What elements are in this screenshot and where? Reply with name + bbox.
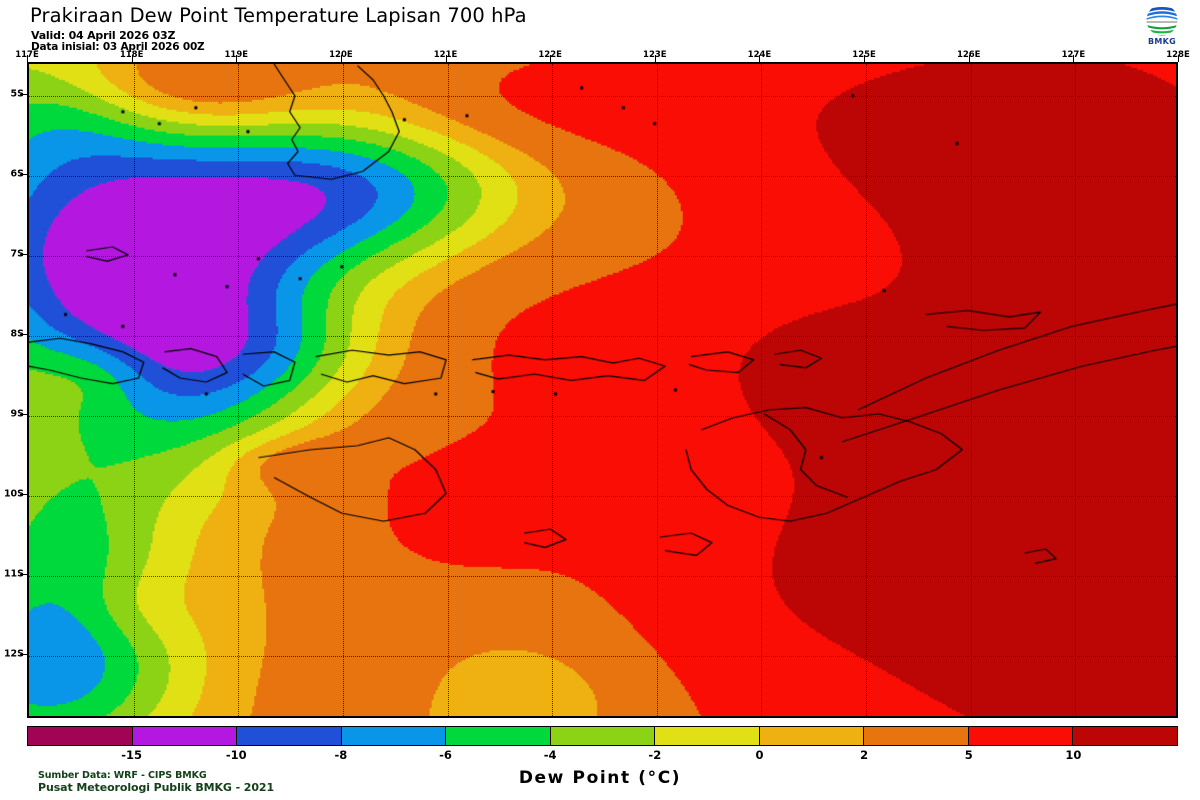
- colorbar-swatch[interactable]: [28, 727, 133, 745]
- colorbar[interactable]: [27, 726, 1178, 746]
- colorbar-swatch[interactable]: [237, 727, 342, 745]
- lon-tick-label: 123E: [643, 50, 667, 60]
- colorbar-ticks: -15 -10 -8 -6 -4 -2 0 2 5 10: [27, 748, 1178, 764]
- lon-tick-label: 126E: [956, 50, 981, 60]
- colorbar-swatch[interactable]: [1073, 727, 1178, 745]
- colorbar-swatch[interactable]: [446, 727, 551, 745]
- colorbar-swatch[interactable]: [759, 727, 865, 745]
- lat-tick-label: 10S: [3, 488, 24, 500]
- credit-source: Sumber Data: WRF - CIPS BMKG: [38, 770, 207, 781]
- colorbar-swatch[interactable]: [655, 727, 760, 745]
- bmkg-logo-mark: [1142, 3, 1182, 39]
- lat-tick-label: 6S: [10, 168, 24, 180]
- colorbar-tick-label: -10: [225, 748, 247, 762]
- map-plot-area[interactable]: [27, 62, 1178, 718]
- lon-tick: [1073, 55, 1075, 62]
- lon-tick: [131, 55, 133, 62]
- colorbar-tick-label: -8: [334, 748, 348, 762]
- lon-tick: [27, 55, 28, 62]
- lon-tick: [340, 55, 342, 62]
- lon-tick-label: 120E: [329, 50, 353, 60]
- lon-tick: [864, 55, 866, 62]
- lon-tick-label: 121E: [433, 50, 458, 60]
- colorbar-swatch[interactable]: [864, 727, 969, 745]
- bmkg-logo: BMKG: [1139, 3, 1185, 53]
- colorbar-title: Dew Point (°C): [518, 768, 682, 788]
- colorbar-tick-label: 5: [964, 748, 973, 762]
- lon-tick-label: 119E: [224, 50, 249, 60]
- valid-time-label: Valid: 04 April 2026 03Z: [31, 29, 176, 42]
- lat-tick: [20, 334, 27, 335]
- colorbar-tick-label: -4: [543, 748, 557, 762]
- lon-tick: [1178, 55, 1179, 62]
- lon-tick: [654, 55, 656, 62]
- colorbar-tick-label: -6: [439, 748, 452, 762]
- colorbar-swatch[interactable]: [968, 727, 1074, 745]
- lon-tick: [759, 55, 761, 62]
- colorbar-swatch[interactable]: [550, 727, 656, 745]
- colorbar-swatch[interactable]: [341, 727, 447, 745]
- colorbar-swatch[interactable]: [132, 727, 238, 745]
- lat-tick: [20, 254, 27, 255]
- bmkg-logo-text: BMKG: [1147, 37, 1177, 46]
- credits-block: Sumber Data: WRF - CIPS BMKG Pusat Meteo…: [38, 770, 274, 794]
- lon-tick-label: 117E: [15, 50, 39, 60]
- lon-tick: [968, 55, 970, 62]
- colorbar-tick-label: -15: [121, 748, 143, 762]
- lat-tick: [20, 174, 27, 175]
- colorbar-tick-label: -2: [648, 748, 662, 762]
- lon-tick: [550, 55, 552, 62]
- lat-tick: [20, 654, 27, 655]
- lat-tick: [20, 574, 27, 575]
- lon-tick: [445, 55, 447, 62]
- lon-tick: [236, 55, 238, 62]
- lat-tick-label: 11S: [3, 568, 24, 580]
- lat-tick-label: 5S: [10, 88, 24, 100]
- lat-tick-label: 8S: [10, 328, 24, 340]
- lon-tick-label: 125E: [852, 50, 876, 60]
- lat-tick: [20, 414, 27, 415]
- lat-tick: [20, 94, 27, 95]
- lon-tick-label: 122E: [538, 50, 562, 60]
- lat-tick-label: 12S: [3, 648, 24, 660]
- lon-tick-label: 127E: [1061, 50, 1086, 60]
- colorbar-tick-label: 10: [1065, 748, 1082, 762]
- lat-tick-label: 9S: [10, 408, 24, 420]
- lat-tick: [20, 494, 27, 495]
- credit-org: Pusat Meteorologi Publik BMKG - 2021: [38, 781, 274, 794]
- colorbar-tick-label: 0: [755, 748, 764, 762]
- colorbar-tick-label: 2: [860, 748, 869, 762]
- initial-data-label: Data inisial: 03 April 2026 00Z: [31, 41, 205, 53]
- lat-tick-label: 7S: [10, 248, 24, 260]
- dewpoint-contour-field: [29, 64, 1176, 716]
- page-title: Prakiraan Dew Point Temperature Lapisan …: [30, 4, 527, 27]
- lon-tick-label: 128E: [1166, 50, 1190, 60]
- lon-tick-label: 124E: [747, 50, 772, 60]
- lon-tick-label: 118E: [119, 50, 144, 60]
